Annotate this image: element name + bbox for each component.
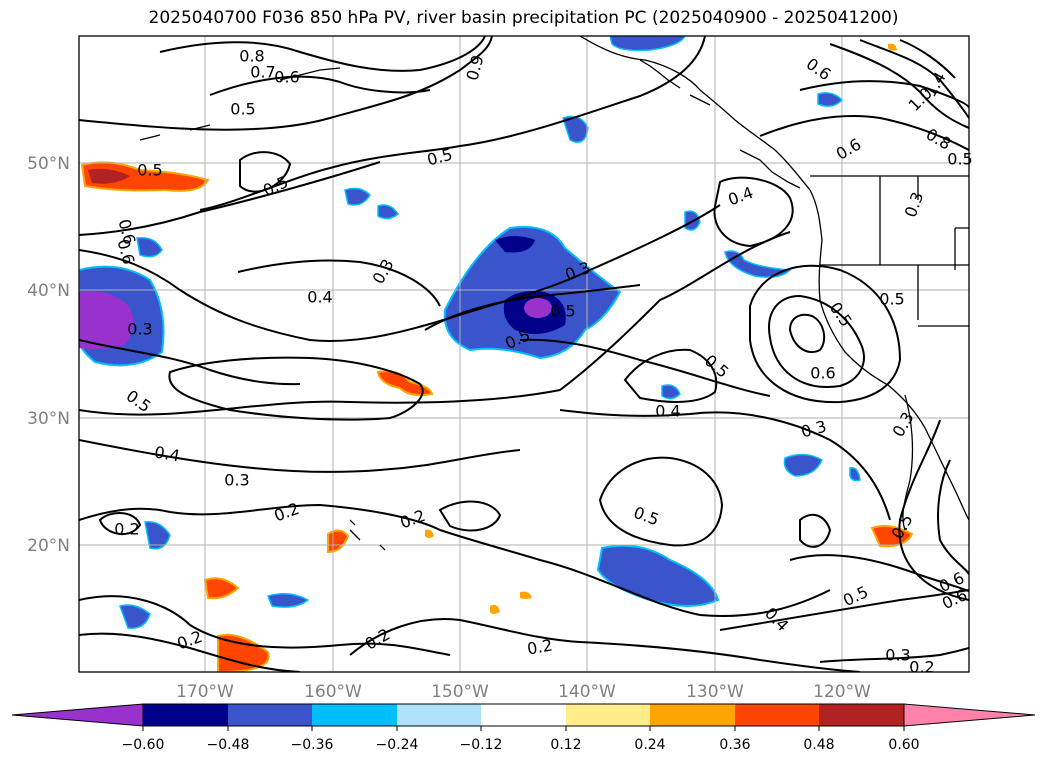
pos-anomaly-small-4 <box>888 43 897 51</box>
neg-anomaly-small-12 <box>119 604 151 629</box>
longitude-label: 120°W <box>813 682 871 702</box>
neg-anomaly-small-14 <box>849 467 861 482</box>
pos-anomaly-central-3 <box>203 577 240 600</box>
contour-label: 0.4 <box>307 288 332 307</box>
pos-anomaly-small-2 <box>490 604 500 614</box>
colorbar-tick-labels: −0.60 −0.48 −0.36 −0.24 −0.12 0.12 0.24 0.36 0.4… <box>122 726 920 753</box>
longitude-label: 130°W <box>686 682 744 702</box>
colorbar-segment <box>228 704 312 726</box>
contour-label: 0.2 <box>909 658 934 677</box>
contour-label: 0.7 <box>250 63 275 82</box>
contour-label: 0.6 <box>274 68 299 87</box>
contour-label: 0.2 <box>526 635 554 658</box>
contour-label: 0.5 <box>230 100 255 119</box>
colorbar-tick-label: 0.48 <box>803 737 834 753</box>
contour-label: 0.5 <box>879 290 904 309</box>
colorbar <box>11 703 1036 727</box>
colorbar-segment <box>397 704 481 726</box>
longitude-labels: 170°W 160°W 150°W 140°W 130°W 120°W <box>176 682 871 702</box>
latitude-labels: 50°N 40°N 30°N 20°N <box>27 154 70 556</box>
latitude-label: 50°N <box>27 154 70 174</box>
neg-anomaly-small-2 <box>609 36 686 52</box>
contour-label: 0.5 <box>550 302 575 321</box>
latitude-label: 20°N <box>27 536 70 556</box>
colorbar-segment <box>566 704 650 726</box>
pos-anomaly-small-1 <box>425 529 434 538</box>
colorbar-segment <box>819 704 904 726</box>
map-frame <box>78 35 970 673</box>
pos-anomaly-small-3 <box>520 591 532 599</box>
neg-anomaly-central-core <box>524 298 552 318</box>
contour-label: 0.8 <box>239 47 264 66</box>
colorbar-tick-label: −0.48 <box>207 737 250 753</box>
neg-anomaly-small-5 <box>377 204 400 220</box>
colorbar-tick-label: 0.12 <box>550 737 581 753</box>
latitude-label: 30°N <box>27 409 70 429</box>
map-title: 2025040700 F036 850 hPa PV, river basin … <box>148 8 899 28</box>
colorbar-tick-label: −0.36 <box>291 737 334 753</box>
colorbar-tick-label: 0.36 <box>719 737 750 753</box>
contour-label: 0.6 <box>810 364 835 383</box>
neg-anomaly-small-9 <box>661 384 681 400</box>
longitude-label: 170°W <box>176 682 234 702</box>
longitude-label: 140°W <box>558 682 616 702</box>
pv-contours <box>79 36 969 672</box>
colorbar-segment <box>143 704 228 726</box>
colorbar-extend-high <box>903 703 1036 727</box>
colorbar-extend-low <box>11 703 144 727</box>
colorbar-outline <box>142 703 905 727</box>
contour-label: 0.3 <box>885 646 910 665</box>
colorbar-tick-label: −0.12 <box>460 737 503 753</box>
longitude-label: 160°W <box>304 682 362 702</box>
neg-anomaly-small-4 <box>344 187 371 206</box>
latitude-label: 40°N <box>27 281 70 301</box>
colorbar-tick-label: −0.60 <box>122 737 165 753</box>
colorbar-tick-label: −0.24 <box>376 737 419 753</box>
neg-anomaly-small-1 <box>562 115 589 143</box>
contour-label: 0.2 <box>114 520 139 539</box>
contour-label: 0.3 <box>127 320 152 339</box>
pos-anomaly-northwest-core <box>88 168 130 184</box>
coastlines <box>139 36 969 551</box>
pos-anomaly-northwest <box>80 161 210 192</box>
colorbar-segment <box>481 704 566 726</box>
colorbar-segment <box>735 704 819 726</box>
longitude-label: 150°W <box>431 682 489 702</box>
pos-anomaly-east <box>870 525 914 548</box>
colorbar-tick-label: 0.60 <box>888 737 919 753</box>
contour-label: 0.5 <box>947 150 972 169</box>
neg-anomaly-small-11 <box>144 521 171 550</box>
colorbar-tick-label: 0.24 <box>634 737 665 753</box>
pos-anomaly-central-4 <box>217 633 270 672</box>
contour-label: 0.5 <box>137 161 162 180</box>
neg-anomaly-west-edge-core <box>79 291 134 350</box>
colorbar-segment <box>650 704 735 726</box>
neg-anomaly-small-13 <box>266 593 310 608</box>
contour-label: 0.4 <box>655 402 680 421</box>
neg-anomaly-small-6 <box>136 237 163 258</box>
colorbar-segment <box>312 704 397 726</box>
neg-anomaly-small-10 <box>783 453 823 477</box>
contour-label: 0.4 <box>153 442 181 465</box>
contour-label: 0.3 <box>224 471 249 490</box>
